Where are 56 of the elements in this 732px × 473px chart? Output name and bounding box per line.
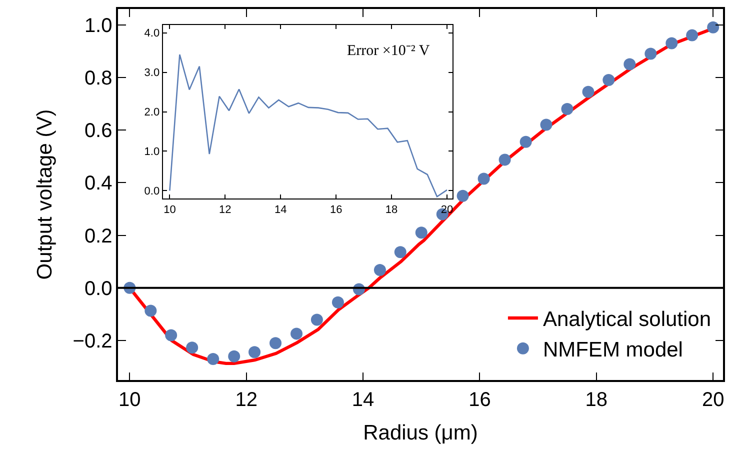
point: [228, 350, 240, 362]
point: [248, 346, 261, 358]
x-tick-label: 14: [352, 388, 374, 411]
point: [186, 342, 198, 354]
x-tick-label: 10: [118, 388, 141, 411]
point: [310, 314, 323, 326]
y-tick-label: 1.0: [84, 14, 112, 37]
point: [394, 246, 406, 258]
x-tick-label: 12: [235, 388, 258, 411]
point: [624, 58, 636, 70]
legend-label: NMFEM model: [542, 338, 683, 362]
y-tick-label: 0.0: [144, 186, 160, 198]
y-tick-label: 0.0: [84, 278, 112, 300]
point: [644, 48, 657, 60]
point: [270, 337, 282, 350]
y-tick-label: 0.6: [84, 120, 112, 142]
y-tick-label: 3.0: [144, 67, 160, 80]
y-tick-label: 0.8: [84, 67, 112, 90]
point: [207, 352, 220, 365]
point: [540, 118, 552, 131]
x-tick-label: 10: [164, 204, 176, 216]
point: [666, 37, 678, 50]
point: [686, 29, 698, 42]
y-tick-label: 2.0: [144, 106, 160, 119]
x-axis-title: Radius (μm): [363, 421, 478, 444]
x-tick-label: 18: [385, 204, 398, 216]
y-axis-title: Output voltage (V): [33, 109, 56, 280]
point: [374, 264, 386, 276]
point: [478, 172, 490, 185]
x-tick-label: 20: [702, 388, 724, 411]
x-tick-label: 20: [440, 204, 454, 216]
y-tick-label: 4.0: [144, 28, 160, 40]
y-tick-label: −0.2: [72, 330, 112, 353]
y-tick-label: 1.0: [144, 146, 160, 158]
point: [707, 21, 720, 34]
legend-label: Analytical solution: [542, 308, 712, 332]
point: [415, 226, 428, 239]
x-tick-label: 14: [274, 204, 287, 216]
x-tick-label: 16: [330, 204, 342, 216]
point: [498, 154, 511, 166]
point: [290, 328, 303, 340]
line-series: [169, 54, 448, 198]
point: [332, 296, 344, 308]
point: [144, 304, 157, 317]
point: [456, 190, 469, 202]
y-tick-label: 0.4: [84, 172, 112, 195]
point: [561, 102, 574, 115]
point: [520, 136, 532, 148]
x-tick-label: 18: [585, 388, 608, 411]
x-tick-label: 16: [468, 388, 491, 411]
point: [582, 86, 594, 98]
point: [602, 74, 615, 86]
annotation: Error ×10⁻² V: [347, 43, 430, 59]
x-tick-label: 12: [219, 204, 232, 216]
point: [165, 329, 178, 342]
y-tick-label: 0.2: [84, 225, 112, 248]
